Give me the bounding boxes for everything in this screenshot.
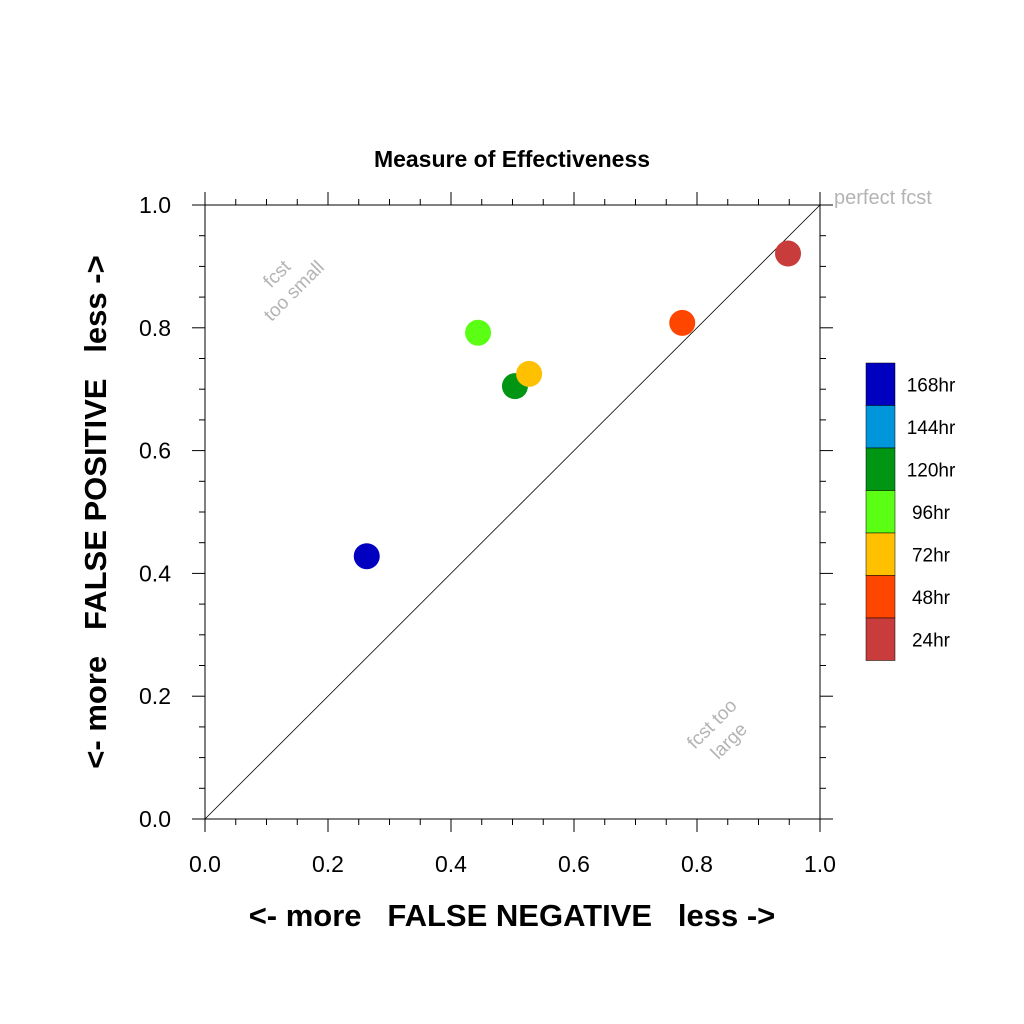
point-24hr [775,240,802,267]
point-72hr [516,360,543,387]
y-tick-label: 0.0 [139,806,171,832]
legend-label-48hr: 48hr [912,588,951,609]
legend-label-72hr: 72hr [912,545,951,566]
chart-title: Measure of Effectiveness [374,146,650,172]
legend-swatch-96hr [865,490,896,534]
axis-ticks [192,192,833,832]
y-tick-label: 0.4 [139,560,171,586]
diagonal-line [204,204,821,820]
x-tick-label: 0.0 [189,851,221,877]
axis-tick-labels: 0.0 0.2 0.4 0.6 0.8 1.0 0.0 0.2 0.4 0.6 0.8 1.0 [139,192,836,877]
legend-swatch-168hr [865,362,896,406]
y-axis-label: <- more FALSE POSITIVE less -> [78,255,113,768]
legend-swatch-48hr [865,575,896,619]
legend-label-168hr: 168hr [907,375,956,396]
annotation-fcst-too-large: fcst too large [683,695,751,763]
x-axis-label: <- more FALSE NEGATIVE less -> [249,898,776,933]
annotation-perfect-fcst: perfect fcst [834,187,932,209]
legend-label-120hr: 120hr [907,460,956,481]
x-tick-label: 0.2 [312,851,344,877]
x-tick-label: 0.6 [558,851,590,877]
y-tick-label: 1.0 [139,192,171,218]
legend-label-144hr: 144hr [907,418,956,439]
y-tick-label: 0.2 [139,683,171,709]
legend-swatch-24hr [865,617,896,661]
legend-label-96hr: 96hr [912,503,951,524]
legend-label-24hr: 24hr [912,630,951,651]
x-tick-label: 1.0 [804,851,836,877]
y-tick-label: 0.6 [139,438,171,464]
legend-swatch-72hr [865,532,896,576]
legend: 168hr 144hr 120hr 96hr 72hr 48hr 24hr [865,362,956,661]
legend-swatch-120hr [865,447,896,491]
point-48hr [669,309,696,336]
x-tick-label: 0.8 [681,851,713,877]
point-96hr [465,319,492,346]
annotation-fcst-too-small: fcst too small [260,256,329,326]
legend-swatch-144hr [865,405,896,449]
x-tick-label: 0.4 [435,851,467,877]
y-tick-label: 0.8 [139,315,171,341]
scatter-points [353,240,802,570]
point-168hr [353,543,380,570]
